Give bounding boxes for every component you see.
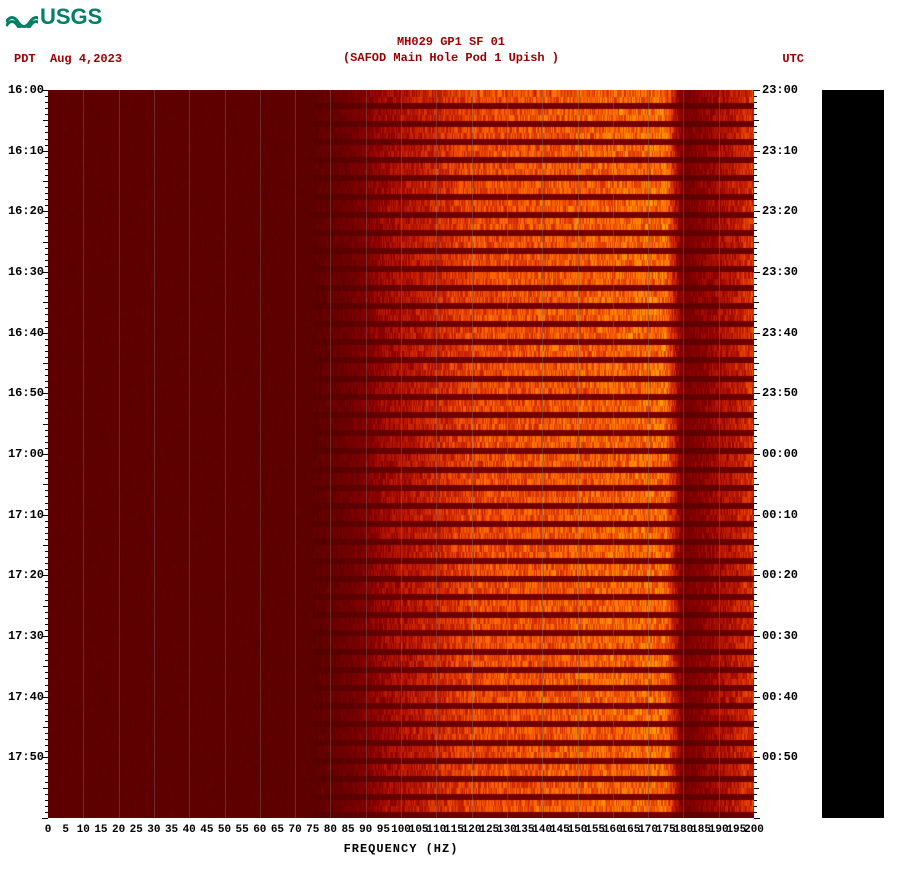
y-left-tick: 17:20	[8, 568, 44, 582]
pdt-date: Aug 4,2023	[50, 52, 122, 66]
x-tick: 20	[112, 824, 125, 836]
y-right-tick: 23:10	[762, 144, 798, 158]
y-left-tick: 16:30	[8, 265, 44, 279]
y-right-tick: 23:00	[762, 83, 798, 97]
title-line-2: (SAFOD Main Hole Pod 1 Upish )	[0, 50, 902, 66]
x-tick: 50	[218, 824, 231, 836]
y-axis-right-minor-ticks	[754, 90, 760, 818]
y-right-tick: 00:00	[762, 447, 798, 461]
x-tick: 80	[324, 824, 337, 836]
y-right-tick: 23:20	[762, 204, 798, 218]
x-tick: 45	[200, 824, 213, 836]
colorbar	[822, 90, 884, 818]
x-tick: 15	[94, 824, 107, 836]
y-left-tick: 16:40	[8, 326, 44, 340]
title-line-1: MH029 GP1 SF 01	[0, 34, 902, 50]
y-right-tick: 23:50	[762, 386, 798, 400]
x-tick: 95	[377, 824, 390, 836]
y-right-tick: 00:50	[762, 750, 798, 764]
x-tick: 200	[744, 824, 764, 836]
y-axis-left-minor-ticks	[42, 90, 48, 818]
y-left-tick: 16:20	[8, 204, 44, 218]
y-left-tick: 17:50	[8, 750, 44, 764]
x-tick: 0	[45, 824, 52, 836]
x-axis-label: FREQUENCY (HZ)	[48, 842, 754, 856]
y-left-tick: 16:00	[8, 83, 44, 97]
y-left-tick: 17:40	[8, 690, 44, 704]
utc-tz-label: UTC	[782, 52, 804, 66]
y-left-tick: 17:00	[8, 447, 44, 461]
spectrogram-plot	[48, 90, 754, 818]
x-tick: 70	[288, 824, 301, 836]
x-tick: 65	[271, 824, 284, 836]
y-axis-left: 16:0016:1016:2016:3016:4016:5017:0017:10…	[0, 90, 48, 818]
x-tick: 30	[147, 824, 160, 836]
x-tick: 85	[341, 824, 354, 836]
x-tick: 40	[183, 824, 196, 836]
x-tick: 75	[306, 824, 319, 836]
y-right-tick: 00:40	[762, 690, 798, 704]
usgs-logo-text: USGS	[40, 4, 102, 30]
y-left-tick: 17:10	[8, 508, 44, 522]
x-tick: 5	[62, 824, 69, 836]
x-tick: 10	[77, 824, 90, 836]
y-left-tick: 16:50	[8, 386, 44, 400]
x-tick: 60	[253, 824, 266, 836]
y-right-tick: 00:30	[762, 629, 798, 643]
y-right-tick: 23:30	[762, 265, 798, 279]
usgs-wave-icon	[6, 8, 38, 26]
pdt-date-label: PDT Aug 4,2023	[14, 52, 122, 66]
y-left-tick: 16:10	[8, 144, 44, 158]
y-left-tick: 17:30	[8, 629, 44, 643]
y-right-tick: 00:10	[762, 508, 798, 522]
x-tick: 90	[359, 824, 372, 836]
spectrogram-canvas	[48, 90, 754, 818]
chart-title: MH029 GP1 SF 01 (SAFOD Main Hole Pod 1 U…	[0, 34, 902, 66]
y-right-tick: 23:40	[762, 326, 798, 340]
y-right-tick: 00:20	[762, 568, 798, 582]
x-tick: 55	[236, 824, 249, 836]
usgs-logo: USGS	[6, 4, 102, 30]
y-axis-right: 23:0023:1023:2023:3023:4023:5000:0000:10…	[754, 90, 812, 818]
x-tick: 35	[165, 824, 178, 836]
pdt-tz: PDT	[14, 52, 36, 66]
x-tick: 25	[130, 824, 143, 836]
